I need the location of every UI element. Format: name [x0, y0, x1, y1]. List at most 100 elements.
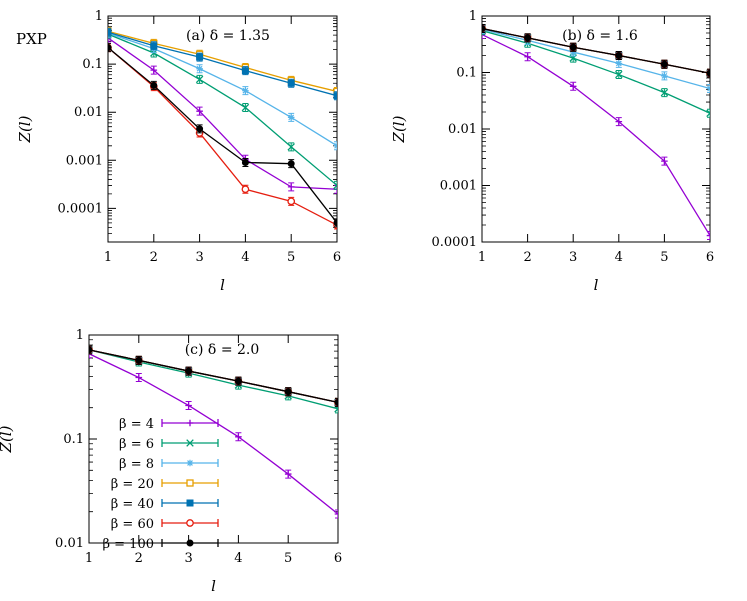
- series-line-a-1: [108, 33, 337, 186]
- y-tick-label-a: 0.001: [66, 153, 103, 168]
- series-a-6: [108, 43, 337, 228]
- data-point-a-4-0: [108, 28, 112, 36]
- legend-label-0: β = 4: [119, 417, 154, 432]
- data-point-b-0-5: [706, 232, 710, 239]
- y-axis-label-c: Z(l): [0, 425, 15, 453]
- series-line-b-2: [482, 28, 710, 90]
- x-tick-label-b: 4: [615, 250, 623, 265]
- data-point-a-1-2: [195, 75, 204, 84]
- panel-c: 10.10.011 2 3 4 5 6lZ(l)(c) δ = 2.0β = 4β = 6…: [0, 328, 342, 595]
- data-point-b-1-3: [615, 70, 623, 79]
- data-point-c-0-2: [185, 402, 192, 409]
- legend-marker-0: [186, 419, 194, 427]
- series-c-0: [89, 349, 338, 519]
- data-point-b-2-2: [569, 48, 577, 56]
- error-bar-a-6: [334, 218, 337, 228]
- panel-title-c: (c) δ = 2.0: [185, 342, 260, 358]
- data-point-a-6-4: [287, 160, 295, 168]
- data-point-c-6-2: [185, 367, 193, 375]
- data-point-a-6-0: [108, 44, 112, 52]
- legend-marker-4: [186, 499, 194, 507]
- data-point-b-6-0: [482, 25, 486, 33]
- x-tick-label-c: 4: [234, 551, 242, 566]
- y-tick-label-a: 0.1: [82, 57, 103, 72]
- series-line-b-6: [482, 27, 710, 74]
- y-axis-label-a: Z(l): [16, 115, 34, 143]
- y-tick-label-c: 0.01: [55, 536, 84, 551]
- data-point-c-0-4: [284, 470, 292, 478]
- legend-label-3: β = 20: [111, 477, 154, 492]
- error-bar-a-4: [108, 27, 111, 37]
- x-tick-label-a: 1: [104, 250, 112, 265]
- x-tick-label-b: 2: [523, 250, 531, 265]
- legend-marker-5: [186, 519, 194, 527]
- legend-label-6: β = 100: [103, 537, 155, 552]
- data-point-a-1-5: [333, 181, 337, 190]
- data-point-b-6-2: [569, 43, 577, 51]
- y-tick-label-a: 0.0001: [58, 201, 104, 216]
- data-point-b-6-5: [706, 69, 710, 77]
- data-point-c-6-1: [135, 356, 143, 364]
- data-point-a-5-4: [287, 197, 296, 206]
- data-point-a-4-1: [150, 42, 158, 50]
- error-bar-a-1: [334, 180, 337, 190]
- data-point-c-0-5: [334, 510, 338, 518]
- data-point-a-6-5: [333, 219, 337, 227]
- error-bar-b-1: [707, 108, 710, 118]
- data-point-b-1-5: [706, 109, 710, 118]
- data-point-a-1-3: [241, 103, 250, 112]
- legend-marker-6: [186, 539, 194, 547]
- series-line-b-0: [482, 33, 710, 236]
- x-tick-label-b: 5: [660, 250, 668, 265]
- x-tick-label-c: 5: [284, 551, 292, 566]
- error-bar-c-6: [335, 397, 338, 407]
- error-bar-c-6: [89, 345, 92, 355]
- error-bar-a-6: [108, 43, 111, 53]
- data-point-a-0-4: [287, 183, 295, 191]
- y-tick-label-b: 0.0001: [432, 235, 478, 250]
- error-bar-a-4: [334, 91, 337, 101]
- data-point-a-6-1: [150, 81, 158, 89]
- x-tick-label-a: 4: [241, 250, 249, 265]
- y-tick-label-b: 0.001: [440, 179, 477, 194]
- error-bar-a-2: [334, 141, 337, 151]
- plot-frame-a: [107, 15, 338, 243]
- figure-label: PXP: [16, 30, 47, 48]
- data-point-b-0-1: [524, 53, 531, 61]
- data-point-b-6-3: [615, 51, 623, 59]
- data-point-a-2-2: [196, 65, 203, 73]
- plot-frame-b: [481, 15, 711, 243]
- y-tick-label-b: 0.1: [456, 66, 477, 81]
- x-tick-label-b: 1: [478, 250, 486, 265]
- x-axis-label-c: l: [211, 577, 216, 595]
- data-point-b-2-4: [661, 72, 668, 80]
- error-bar-b-0: [707, 231, 710, 241]
- series-c-6: [89, 345, 338, 407]
- data-point-c-6-5: [334, 398, 338, 406]
- series-b-1: [482, 26, 710, 118]
- x-tick-label-a: 6: [333, 250, 341, 265]
- x-tick-label-b: 6: [706, 250, 714, 265]
- series-a-5: [108, 43, 337, 230]
- legend-marker-1: [186, 439, 194, 447]
- y-tick-label-b: 0.01: [448, 122, 477, 137]
- x-axis-label-a: l: [220, 276, 225, 294]
- x-tick-label-c: 2: [135, 551, 143, 566]
- data-point-a-6-3: [241, 158, 249, 166]
- data-point-a-4-4: [287, 79, 295, 87]
- x-tick-label-c: 6: [334, 551, 342, 566]
- data-point-b-2-3: [615, 60, 623, 67]
- x-tick-label-a: 2: [150, 250, 158, 265]
- y-tick-label-a: 0.01: [74, 105, 103, 120]
- data-point-b-6-1: [524, 34, 532, 42]
- data-point-a-4-2: [196, 53, 204, 61]
- series-a-4: [108, 27, 337, 101]
- legend-label-5: β = 60: [111, 517, 154, 532]
- data-point-c-6-3: [234, 377, 242, 385]
- panel-title-a: (a) δ = 1.35: [186, 28, 270, 44]
- series-a-1: [108, 29, 337, 190]
- error-bar-c-0: [335, 509, 338, 519]
- series-line-a-0: [108, 37, 337, 190]
- data-point-c-0-3: [235, 433, 242, 441]
